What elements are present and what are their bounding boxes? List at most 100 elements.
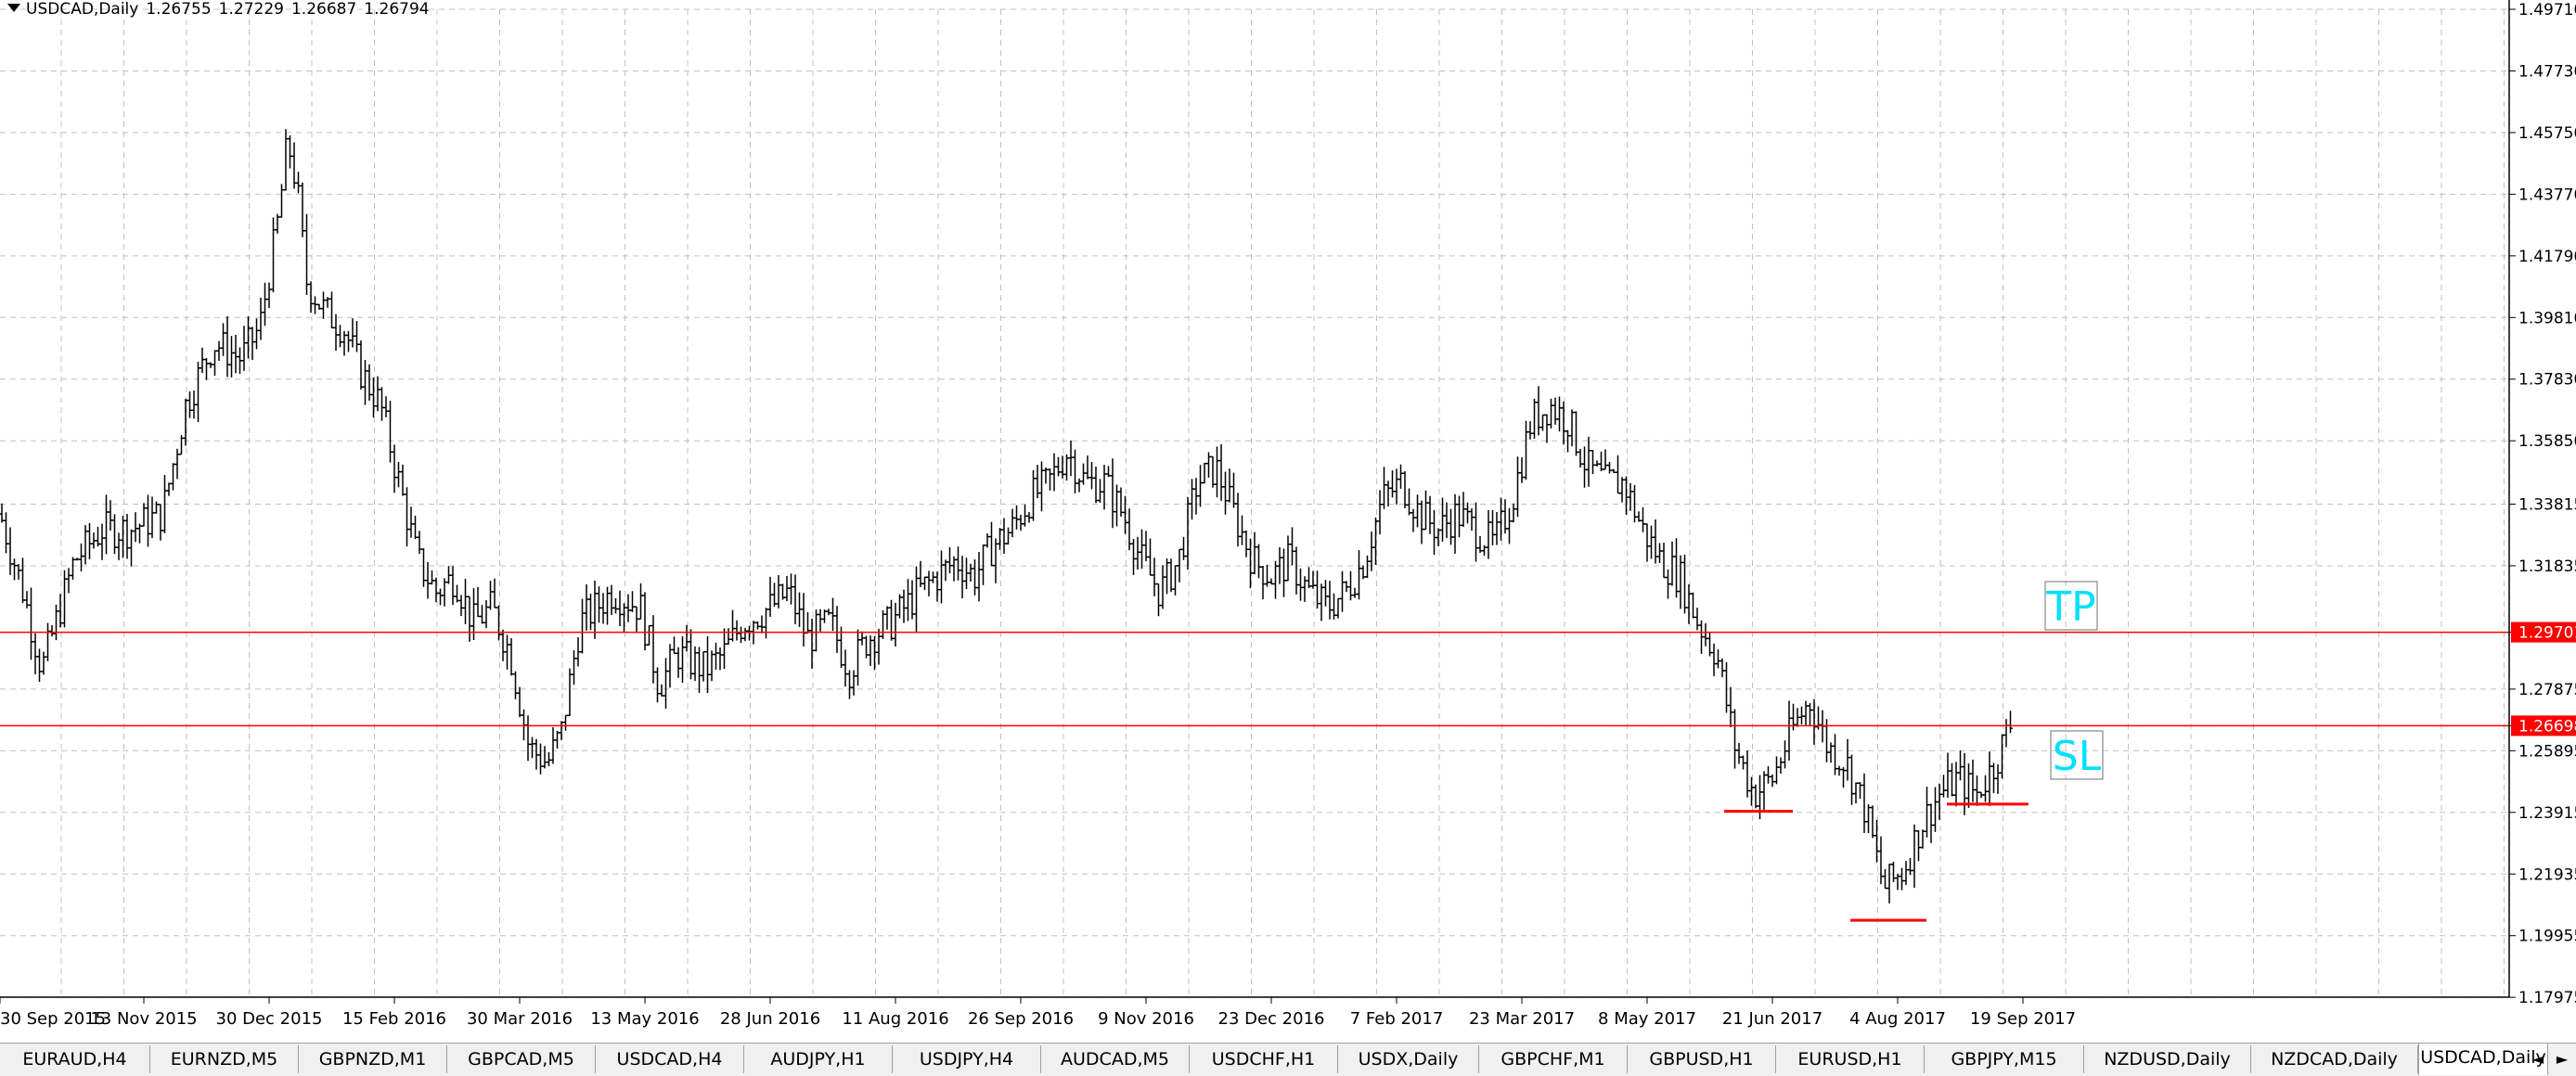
ohlc-bar: [124, 514, 130, 559]
ohlc-bar: [868, 634, 873, 666]
ohlc-bar: [1060, 455, 1065, 479]
ohlc-bar: [1669, 541, 1675, 586]
ohlc-bar: [488, 580, 493, 610]
ohlc-bar: [108, 500, 113, 532]
ohlc-bar: [283, 129, 289, 191]
tab-usdjpy-h4[interactable]: USDJPY,H4: [893, 1045, 1041, 1073]
ohlc-bar: [1808, 703, 1812, 727]
ohlc-bar: [1912, 824, 1917, 889]
tab-eurusd-h1[interactable]: EURUSD,H1: [1776, 1045, 1925, 1073]
ohlc-bar: [96, 526, 100, 547]
ohlc-bar: [1527, 421, 1533, 440]
ohlc-bar: [1803, 700, 1809, 725]
ohlc-bar: [179, 435, 184, 455]
ohlc-bar: [1707, 632, 1712, 657]
time-tick-label: 9 Nov 2016: [1098, 1009, 1194, 1029]
ohlc-bar: [1168, 558, 1174, 593]
ohlc-bar: [1532, 398, 1537, 439]
ohlc-bar: [363, 360, 367, 405]
tab-euraud-h4[interactable]: EURAUD,H4: [0, 1045, 150, 1073]
ohlc-bar: [1774, 756, 1779, 785]
ohlc-bar: [1736, 742, 1742, 764]
ohlc-bar: [1591, 450, 1595, 475]
ohlc-bar: [392, 444, 397, 493]
ohlc-bar: [789, 573, 793, 605]
ohlc-bar: [1135, 536, 1140, 570]
tp-annotation[interactable]: TP: [2044, 581, 2098, 631]
ohlc-bar: [1156, 583, 1161, 617]
ohlc-bar: [897, 594, 902, 619]
ohlc-bar: [1265, 564, 1269, 587]
tab-audjpy-h1[interactable]: AUDJPY,H1: [744, 1045, 893, 1073]
tab-scroll-right-icon[interactable]: ►: [2556, 1050, 2569, 1068]
collapse-triangle-icon[interactable]: [7, 4, 20, 12]
ohlc-bar: [263, 282, 267, 327]
ohlc-bar: [1357, 550, 1361, 600]
ohlc-bar: [792, 574, 798, 625]
tab-gbpnzd-m1[interactable]: GBPNZD,M1: [299, 1045, 447, 1073]
tab-gbpjpy-m15[interactable]: GBPJPY,M15: [1925, 1045, 2084, 1073]
ohlc-bar: [1841, 767, 1846, 788]
ohlc-bar: [1941, 775, 1946, 798]
ohlc-bar: [24, 591, 30, 608]
ohlc-bar: [1348, 570, 1353, 601]
ohlc-bar: [730, 609, 735, 642]
sl-annotation[interactable]: SL: [2050, 730, 2104, 780]
ohlc-bar: [1641, 506, 1645, 532]
ohlc-bar: [1966, 763, 1971, 808]
ohlc-bar: [1327, 581, 1333, 620]
ohlc-bar: [1190, 479, 1194, 520]
ohlc-bar: [1552, 397, 1558, 425]
tab-usdcad-daily[interactable]: USDCAD,Daily: [2418, 1044, 2548, 1075]
time-tick-label: 11 Aug 2016: [842, 1009, 948, 1029]
tab-nzdusd-daily[interactable]: NZDUSD,Daily: [2084, 1045, 2251, 1073]
tab-scroll-left-icon[interactable]: ◄: [2531, 1050, 2544, 1068]
ohlc-bar: [266, 282, 272, 309]
ohlc-bar: [1490, 509, 1495, 545]
ohlc-bar: [1486, 509, 1491, 559]
ohlc-bar: [58, 594, 63, 628]
ohlc-bar: [54, 604, 58, 641]
price-tick-label: 1.19955: [2518, 928, 2576, 946]
ohlc-bar: [233, 334, 238, 374]
ohlc-bar: [16, 564, 21, 580]
tab-nzdcad-daily[interactable]: NZDCAD,Daily: [2251, 1045, 2418, 1073]
tab-usdx-daily[interactable]: USDX,Daily: [1338, 1045, 1479, 1073]
ohlc-bar: [1891, 862, 1896, 882]
ohlc-bar: [584, 583, 589, 631]
ohlc-bar: [784, 575, 790, 602]
ohlc-bar: [1051, 453, 1057, 492]
time-tick-label: 30 Mar 2016: [467, 1009, 573, 1029]
ohlc-bar: [1444, 502, 1449, 539]
ohlc-bar: [1741, 755, 1745, 770]
ohlc-bar: [667, 644, 673, 688]
ohlc-bar: [74, 557, 80, 561]
tab-eurnzd-m5[interactable]: EURNZD,M5: [150, 1045, 299, 1073]
tab-gbpusd-h1[interactable]: GBPUSD,H1: [1628, 1045, 1776, 1073]
ohlc-bar: [1023, 504, 1027, 527]
tab-gbpcad-m5[interactable]: GBPCAD,M5: [447, 1045, 596, 1073]
ohlc-bar: [509, 637, 514, 676]
tab-gbpchf-m1[interactable]: GBPCHF,M1: [1479, 1045, 1628, 1073]
ohlc-bar: [956, 546, 960, 581]
ohlc-bar: [221, 323, 225, 356]
ohlc-bar: [1511, 503, 1516, 523]
ohlc-bar: [1582, 446, 1587, 488]
ohlc-bar: [772, 583, 777, 607]
time-tick-label: 21 Jun 2017: [1722, 1009, 1823, 1029]
price-label-bg: [2511, 621, 2576, 643]
ohlc-bar: [66, 568, 71, 594]
ohlc-bar: [1352, 587, 1358, 598]
tab-usdchf-h1[interactable]: USDCHF,H1: [1190, 1045, 1338, 1073]
ohlc-bar: [926, 570, 932, 596]
ohlc-bar: [931, 571, 935, 583]
price-chart[interactable]: TPSL1.497101.477301.457501.437701.417901…: [0, 0, 2576, 1043]
tab-audcad-m5[interactable]: AUDCAD,M5: [1041, 1045, 1190, 1073]
tab-usdcad-h4[interactable]: USDCAD,H4: [596, 1045, 744, 1073]
ohlc-bar: [1056, 456, 1061, 477]
ohlc-bar: [354, 321, 359, 352]
price-tick-label: 1.39810: [2518, 309, 2576, 327]
ohlc-bar: [1260, 565, 1266, 600]
annotation-label: TP: [2045, 583, 2095, 631]
